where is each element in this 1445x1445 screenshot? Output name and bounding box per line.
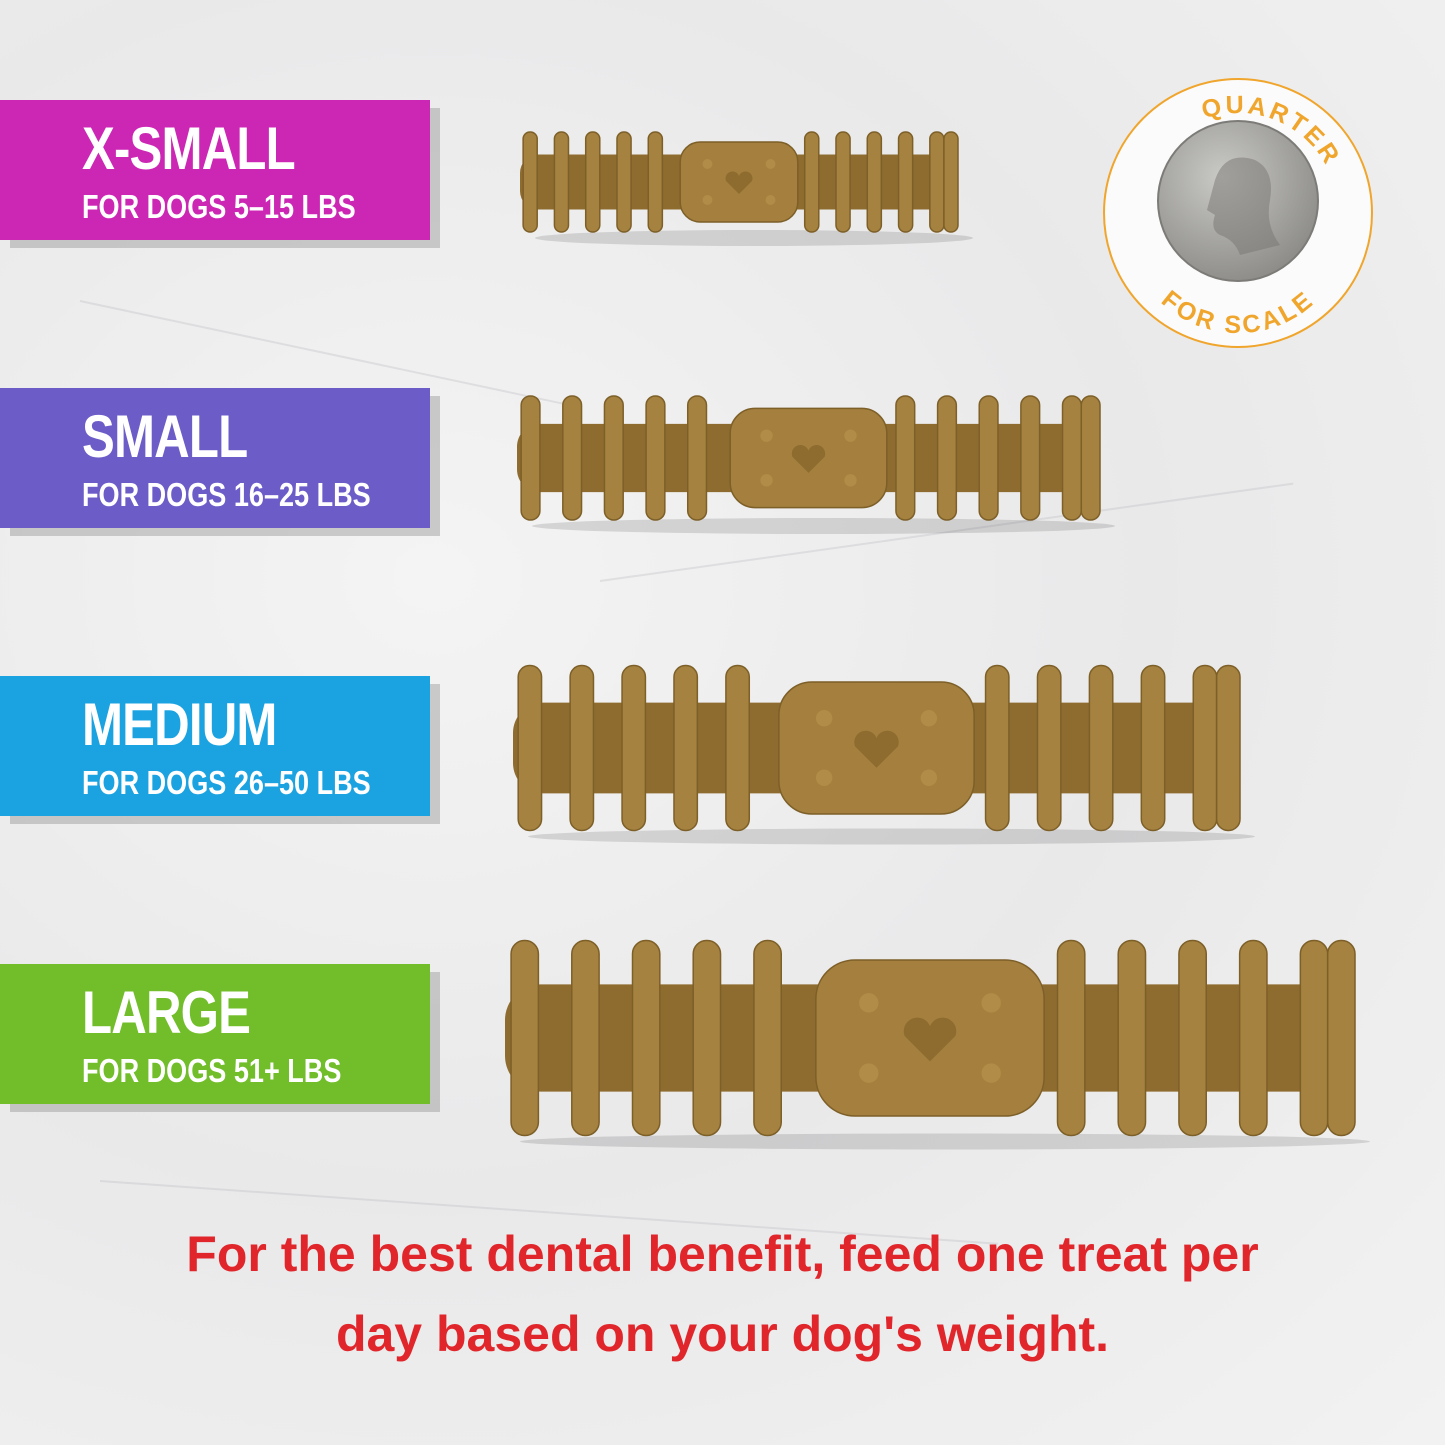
size-label-small: SMALL FOR DOGS 16–25 LBS — [0, 388, 430, 528]
heart-emboss-icon — [791, 445, 826, 473]
chew-ring — [984, 664, 1010, 832]
chew-ring — [673, 664, 699, 832]
size-title: SMALL — [82, 403, 248, 470]
feeding-instruction-line2: day based on your dog's weight. — [335, 1306, 1110, 1362]
chew-ring — [1117, 939, 1147, 1137]
chew-ring — [584, 131, 601, 233]
chew-ring — [1088, 664, 1114, 832]
chew-nub — [859, 993, 879, 1013]
feeding-instruction-line1: For the best dental benefit, feed one tr… — [186, 1226, 1259, 1282]
chew-ring — [895, 395, 916, 521]
chew-nub — [765, 195, 776, 205]
size-label-x-small: X-SMALL FOR DOGS 5–15 LBS — [0, 100, 430, 240]
chew-nub — [859, 1063, 879, 1083]
chew-ring — [803, 131, 820, 233]
chew-ring — [621, 664, 647, 832]
chew-ring — [936, 395, 958, 521]
chew-nub — [760, 429, 773, 442]
size-label-large: LARGE FOR DOGS 51+ LBS — [0, 964, 430, 1104]
chew-ring — [1192, 664, 1218, 832]
chew-ring — [616, 131, 632, 233]
chew-nub — [981, 1063, 1001, 1083]
chew-nub — [844, 474, 857, 487]
chew-ring — [929, 131, 945, 233]
chew-ring — [553, 131, 570, 233]
chew-nub — [981, 993, 1001, 1013]
chew-ring — [645, 395, 666, 521]
size-title: MEDIUM — [82, 691, 277, 758]
coin-portrait — [1207, 157, 1280, 255]
chew-ring — [692, 939, 722, 1137]
chew-ring — [725, 664, 751, 832]
chew-ring — [1238, 939, 1268, 1137]
size-title: LARGE — [82, 979, 251, 1046]
chew-ring — [571, 939, 600, 1137]
chew-ring — [866, 131, 883, 233]
quarter-scale-badge: QUARTER FOR SCALE — [1103, 78, 1373, 348]
chew-ring — [603, 395, 624, 521]
heart-emboss-icon — [725, 171, 753, 194]
chew-large — [505, 939, 1370, 1150]
chew-ring — [520, 395, 541, 521]
chew-ring — [1036, 664, 1062, 832]
size-label-medium: MEDIUM FOR DOGS 26–50 LBS — [0, 676, 430, 816]
chew-ring — [562, 395, 583, 521]
size-title: X-SMALL — [82, 115, 296, 182]
chew-ring — [522, 131, 538, 233]
chew-ring — [1178, 939, 1208, 1137]
chew-ring — [1215, 664, 1241, 832]
chew-ring — [753, 939, 783, 1137]
chew-ring — [647, 131, 664, 233]
chew-nub — [702, 159, 713, 169]
chew-ring — [1140, 664, 1166, 832]
chew-ring — [517, 664, 543, 832]
chew-nub — [920, 769, 938, 786]
chew-nub — [702, 195, 713, 205]
chew-ring — [686, 395, 708, 521]
chew-nub — [760, 474, 773, 487]
chew-ring — [943, 131, 959, 233]
chew-ring — [1080, 395, 1101, 521]
chew-x-small — [520, 131, 973, 246]
chew-ring — [1061, 395, 1083, 521]
chew-ring — [1299, 939, 1329, 1137]
heart-emboss-icon — [854, 730, 899, 768]
chew-ring — [631, 939, 661, 1137]
size-weight-range: FOR DOGS 51+ LBS — [82, 1052, 342, 1089]
chew-nub — [920, 710, 938, 727]
chew-nub — [765, 159, 776, 169]
chew-nub — [815, 769, 833, 786]
chew-ring — [1326, 939, 1356, 1137]
chew-nub — [844, 429, 857, 442]
chew-ring — [1020, 395, 1041, 521]
size-weight-range: FOR DOGS 5–15 LBS — [82, 188, 356, 225]
heart-emboss-icon — [903, 1017, 957, 1062]
chew-medium — [513, 664, 1255, 845]
size-weight-range: FOR DOGS 16–25 LBS — [82, 476, 371, 513]
chew-ring — [510, 939, 540, 1137]
chew-ring — [569, 664, 595, 832]
chew-small — [517, 395, 1115, 534]
chew-ring — [835, 131, 851, 233]
chew-ring — [897, 131, 914, 233]
size-weight-range: FOR DOGS 26–50 LBS — [82, 764, 371, 801]
chew-ring — [1056, 939, 1086, 1137]
chew-ring — [978, 395, 999, 521]
chew-nub — [815, 710, 833, 727]
